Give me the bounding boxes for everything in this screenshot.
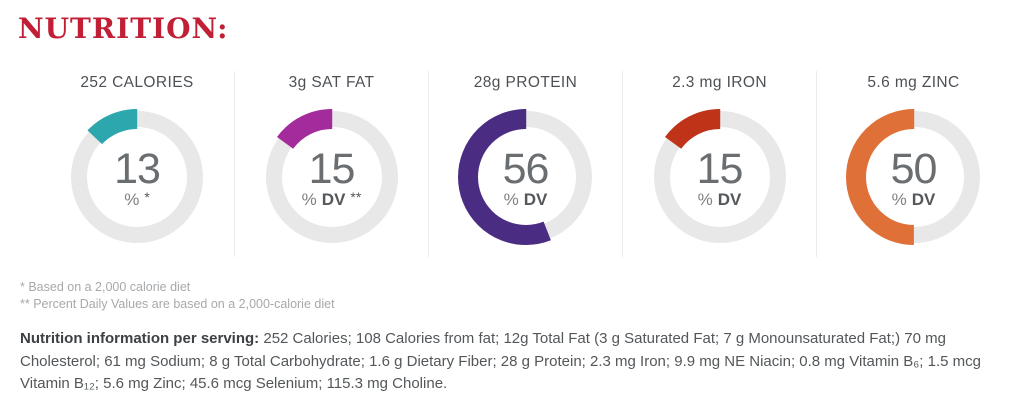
stat-column-zinc: 5.6 mg ZINC 50 % DV: [816, 71, 1010, 257]
footnote-mark: **: [350, 188, 362, 205]
donut-center-text: 13 % *: [69, 109, 205, 245]
footnote-daily-values: ** Percent Daily Values are based on a 2…: [20, 297, 335, 311]
nutrition-information-paragraph: Nutrition information per serving: 252 C…: [20, 328, 1005, 396]
stat-column-calories: 252 CALORIES 13 % *: [40, 71, 234, 257]
nutrition-gauge-row: 252 CALORIES 13 % * 3g SAT FAT 15 % DV *…: [40, 71, 1010, 257]
footnotes-block: * Based on a 2,000 calorie diet ** Perce…: [20, 279, 1024, 313]
donut-unit-row: % DV: [892, 190, 936, 210]
dv-label: DV: [321, 189, 346, 209]
donut-chart-protein: 56 % DV: [457, 109, 594, 245]
percent-sign: %: [301, 189, 317, 209]
donut-unit-row: % *: [124, 188, 150, 210]
stat-label: 252 CALORIES: [80, 74, 194, 91]
donut-unit-row: % DV: [504, 190, 548, 210]
stat-column-protein: 28g PROTEIN 56 % DV: [428, 71, 622, 257]
donut-center-text: 15 % DV **: [264, 109, 400, 245]
footnote-calorie-diet: * Based on a 2,000 calorie diet: [20, 280, 191, 294]
dv-label: DV: [911, 189, 936, 209]
stat-label: 2.3 mg IRON: [672, 74, 767, 91]
donut-unit-row: % DV: [698, 190, 742, 210]
page-title: NUTRITION:: [18, 12, 229, 45]
footnote-mark: *: [144, 188, 150, 205]
dv-label: DV: [523, 189, 548, 209]
stat-column-iron: 2.3 mg IRON 15 % DV: [622, 71, 816, 257]
dv-label: DV: [717, 189, 742, 209]
percent-sign: %: [503, 189, 519, 209]
donut-center-text: 15 % DV: [652, 109, 788, 245]
donut-center-text: 50 % DV: [846, 109, 982, 245]
donut-center-text: 56 % DV: [458, 109, 594, 245]
percent-sign: %: [697, 189, 713, 209]
donut-unit-row: % DV **: [301, 188, 362, 210]
nutrition-information-lead: Nutrition information per serving:: [20, 330, 260, 347]
percent-sign: %: [124, 189, 140, 209]
stat-column-sat-fat: 3g SAT FAT 15 % DV **: [234, 71, 428, 257]
donut-value: 15: [696, 144, 744, 193]
donut-value: 56: [502, 144, 550, 193]
donut-chart-zinc: 50 % DV: [845, 109, 982, 245]
donut-value: 50: [890, 144, 938, 193]
donut-chart-sat-fat: 15 % DV **: [263, 109, 400, 245]
percent-sign: %: [891, 189, 907, 209]
stat-label: 3g SAT FAT: [288, 74, 375, 91]
donut-chart-iron: 15 % DV: [651, 109, 788, 245]
donut-value: 13: [114, 144, 161, 193]
stat-label: 5.6 mg ZINC: [867, 74, 960, 91]
donut-chart-calories: 13 % *: [69, 109, 205, 245]
nutrition-information-body: 252 Calories; 108 Calories from fat; 12g…: [20, 330, 981, 392]
stat-label: 28g PROTEIN: [473, 74, 578, 91]
donut-value: 15: [308, 144, 356, 193]
